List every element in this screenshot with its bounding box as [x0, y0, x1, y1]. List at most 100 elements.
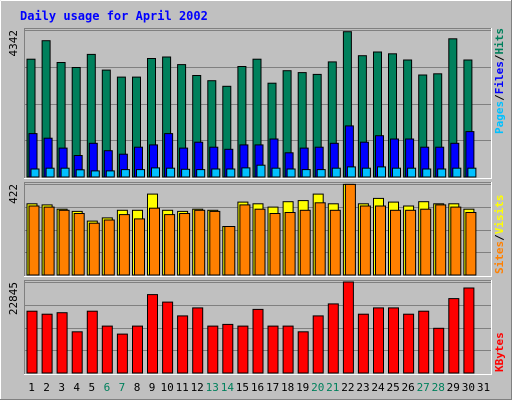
x-tick-label-day-30: 30	[462, 381, 475, 394]
x-tick-label-day-4: 4	[73, 381, 80, 394]
bar-sites-day-23	[359, 205, 371, 276]
x-tick-label-day-21: 21	[326, 381, 339, 394]
bar-kbytes-day-7	[116, 333, 128, 374]
bar-pages-day-20	[316, 169, 326, 178]
bar-pages-day-6	[105, 170, 115, 178]
bar-sites-day-15	[239, 204, 251, 276]
bar-pages-day-12	[196, 169, 206, 178]
legend: Sites/Visits	[493, 195, 506, 275]
bar-sites-day-18	[284, 212, 296, 276]
bar-kbytes-day-11	[177, 315, 189, 374]
bar-pages-day-25	[392, 167, 401, 178]
x-tick-label-day-31: 31	[477, 381, 490, 394]
bar-pages-day-7	[120, 169, 130, 178]
bar-kbytes-day-22	[342, 281, 354, 374]
x-axis-labels: 1 2 3 4 5 6 7 8 9 10 11 12 13 14 15 16 17 18 19 20 21 22 23 24 2…	[28, 381, 490, 394]
x-tick-label-day-25: 25	[386, 381, 399, 394]
bar-sites-day-30	[465, 212, 477, 276]
x-tick-label-day-22: 22	[341, 381, 354, 394]
x-tick-label-day-19: 19	[296, 381, 309, 394]
bar-pages-day-4	[75, 169, 85, 178]
bar-sites-day-26	[405, 209, 417, 276]
bar-kbytes-day-21	[327, 303, 339, 374]
bar-sites-day-13	[209, 210, 221, 276]
bar-kbytes-day-28	[433, 327, 445, 374]
bar-sites-day-6	[103, 219, 115, 276]
x-tick-label-day-1: 1	[28, 381, 35, 394]
bar-sites-day-27	[420, 208, 432, 276]
bar-kbytes-day-8	[132, 325, 143, 374]
bar-sites-day-9	[149, 207, 160, 276]
bar-kbytes-day-1	[26, 310, 38, 374]
bar-pages-day-30	[467, 167, 477, 178]
bar-sites-day-10	[164, 214, 176, 276]
bar-sites-day-14	[224, 226, 236, 276]
bar-pages-day-21	[331, 167, 341, 178]
x-tick-label-day-3: 3	[58, 381, 65, 394]
bar-kbytes-day-29	[448, 298, 460, 374]
x-tick-label-day-17: 17	[266, 381, 279, 394]
bar-pages-day-23	[361, 167, 371, 178]
bar-kbytes-day-25	[388, 307, 399, 374]
x-tick-label-day-14: 14	[221, 381, 235, 394]
bar-kbytes-day-17	[267, 325, 279, 374]
x-tick-label-day-27: 27	[417, 381, 430, 394]
bar-kbytes-day-3	[56, 312, 68, 374]
bar-kbytes-day-18	[282, 325, 294, 374]
series-sites	[28, 183, 477, 276]
bar-pages-day-28	[437, 168, 447, 178]
bar-sites-day-16	[254, 208, 266, 276]
legend-item-visits: Visits	[493, 195, 506, 235]
bar-pages-day-9	[151, 167, 160, 178]
panel-2: 422 Sites/Visits	[7, 182, 506, 277]
legend-item-kbytes: KBytes	[493, 332, 506, 372]
bar-sites-day-29	[450, 206, 462, 276]
bar-kbytes-day-20	[312, 315, 324, 374]
x-tick-label-day-29: 29	[447, 381, 460, 394]
bar-sites-day-7	[118, 214, 130, 276]
bar-kbytes-day-19	[297, 331, 309, 374]
bar-sites-day-2	[43, 206, 55, 276]
chart-title: Daily usage for April 2002	[20, 9, 208, 23]
bar-pages-day-14	[226, 168, 236, 178]
chart-panels: 4342Pages/Files/Hits422Sites/Visits22845…	[7, 28, 506, 375]
legend-item-separator: /	[493, 54, 506, 61]
bar-sites-day-8	[134, 218, 145, 276]
bar-kbytes-day-4	[71, 331, 83, 374]
x-tick-label-day-12: 12	[191, 381, 204, 394]
bar-pages-day-10	[166, 167, 176, 178]
x-tick-label-day-15: 15	[236, 381, 249, 394]
bar-kbytes-day-26	[403, 313, 415, 374]
bar-sites-day-3	[58, 209, 70, 276]
y-axis-max-label: 22845	[7, 282, 20, 315]
legend-item-separator: /	[493, 234, 506, 241]
bar-sites-day-20	[314, 202, 326, 276]
legend: Pages/Files/Hits	[493, 28, 506, 134]
bar-pages-day-15	[241, 167, 251, 178]
bar-sites-day-24	[375, 205, 386, 276]
bar-kbytes-day-14	[222, 323, 234, 374]
bar-sites-day-17	[269, 213, 281, 276]
series-kbytes	[26, 281, 475, 374]
bar-kbytes-day-2	[41, 313, 53, 374]
y-axis-max-label: 422	[7, 184, 20, 204]
bar-kbytes-day-16	[252, 308, 264, 374]
bar-kbytes-day-24	[373, 307, 384, 374]
x-tick-label-day-28: 28	[432, 381, 445, 394]
bar-kbytes-day-5	[86, 310, 98, 374]
bar-pages-day-2	[45, 167, 55, 178]
bar-sites-day-11	[179, 213, 191, 276]
x-tick-label-day-9: 9	[149, 381, 156, 394]
bar-pages-day-11	[181, 168, 191, 178]
bar-kbytes-day-6	[101, 325, 113, 374]
bar-pages-day-17	[271, 167, 281, 178]
bar-pages-day-3	[60, 167, 70, 178]
bar-pages-day-1	[30, 168, 40, 178]
bar-kbytes-day-9	[147, 294, 158, 374]
legend-item-pages: Pages	[493, 101, 506, 134]
bar-sites-day-12	[194, 209, 206, 276]
x-tick-label-day-8: 8	[134, 381, 141, 394]
bar-pages-day-13	[211, 168, 221, 178]
bar-pages-day-19	[301, 169, 311, 178]
